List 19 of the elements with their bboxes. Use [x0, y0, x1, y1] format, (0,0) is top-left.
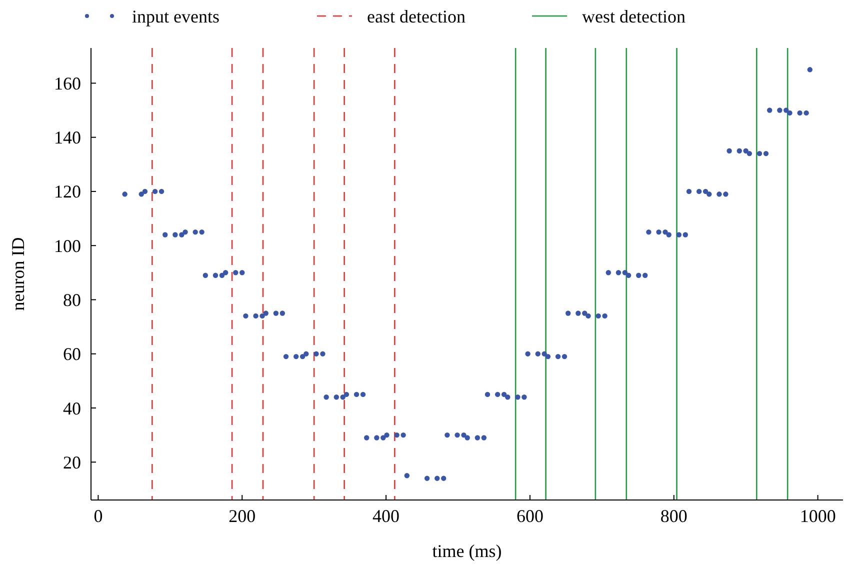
x-tick-label: 1000	[800, 506, 836, 526]
y-tick-label: 60	[63, 344, 81, 364]
y-tick-label: 20	[63, 452, 81, 472]
y-tick-label: 160	[54, 73, 81, 94]
x-axis-title: time (ms)	[432, 541, 502, 561]
y-tick-label: 100	[54, 236, 81, 256]
legend-label: east detection	[367, 6, 466, 26]
legend-label: west detection	[582, 6, 686, 26]
y-axis-title: neuron ID	[8, 237, 28, 311]
x-tick-label: 0	[94, 506, 103, 526]
y-tick-label: 120	[54, 182, 81, 202]
x-tick-label: 800	[660, 506, 688, 526]
y-tick-label: 80	[63, 290, 81, 310]
y-tick-label: 140	[54, 128, 81, 148]
y-tick-label: 40	[63, 398, 81, 418]
legend-label: input events	[132, 6, 220, 26]
x-tick-label: 400	[372, 506, 400, 526]
x-tick-label: 200	[228, 506, 256, 526]
x-tick-label: 600	[516, 506, 544, 526]
